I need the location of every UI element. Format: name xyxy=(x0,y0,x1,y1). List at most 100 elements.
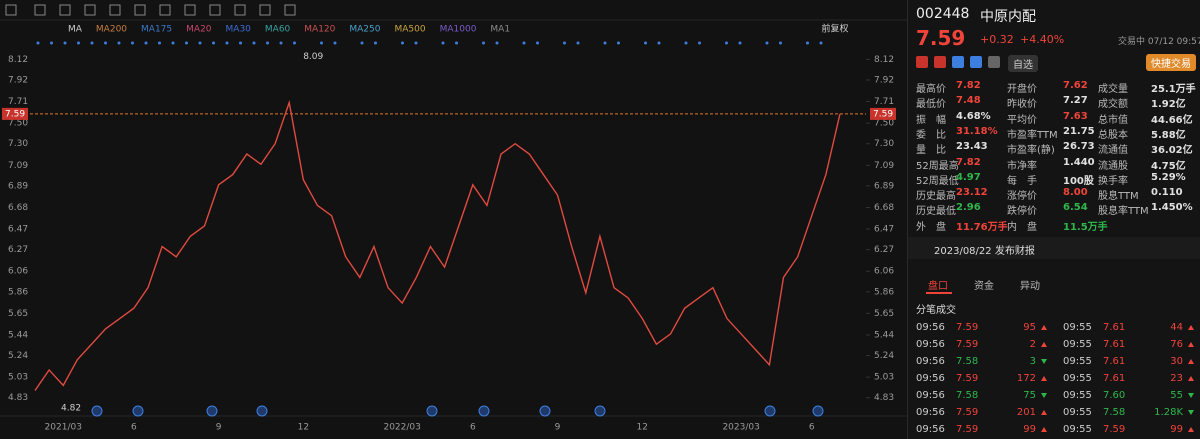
event-dot xyxy=(158,41,161,45)
quote-panel: 002448 中原内配 7.59 +0.32 +4.40% 交易中 07/12 09:57… xyxy=(907,0,1200,439)
stat-label: 每 手 xyxy=(1007,175,1037,187)
event-dot xyxy=(198,41,202,45)
y-tick-label: 7.92 xyxy=(874,75,894,85)
ma-legend-item[interactable]: MA1000 xyxy=(440,25,477,35)
ma-legend-item[interactable]: MA20 xyxy=(186,25,212,35)
stat-label: 振 幅 xyxy=(916,114,946,126)
event-icon xyxy=(91,405,103,417)
notice xyxy=(908,237,1200,259)
trade-arrow xyxy=(1188,393,1194,398)
trade-arrow xyxy=(1188,359,1194,364)
tag-icon xyxy=(988,56,1000,68)
trade-time: 09:56 xyxy=(916,407,945,418)
event-dot xyxy=(266,41,269,45)
event-dot xyxy=(684,41,688,45)
toolbar[interactable] xyxy=(5,4,296,16)
ma-legend-item[interactable]: MA500 xyxy=(394,25,425,35)
x-tick-label: 2023/03 xyxy=(722,423,759,433)
adjust-label[interactable]: 前复权 xyxy=(821,23,848,35)
event-dot xyxy=(252,41,256,45)
ma-legend-item[interactable]: MA120 xyxy=(304,25,335,35)
watch-button[interactable]: 自选 xyxy=(1008,55,1038,72)
x-tick-label: 2022/03 xyxy=(383,423,420,433)
y-tick-label: 4.83 xyxy=(874,393,894,403)
event-dot xyxy=(225,41,229,45)
stat-value: 1.92亿 xyxy=(1151,99,1186,111)
stat-label: 开盘价 xyxy=(1007,84,1037,95)
tag-icon xyxy=(970,56,982,68)
y-tick-label: 5.44 xyxy=(8,330,28,340)
stat-value: 5.88亿 xyxy=(1151,129,1186,141)
stat-label: 外 盘 xyxy=(916,221,946,233)
event-dot xyxy=(374,41,377,45)
trade-volume: 1.28K xyxy=(1154,407,1183,418)
quick-trade[interactable]: 快捷交易 xyxy=(1146,54,1196,71)
stat-value: 100股 xyxy=(1063,175,1094,187)
stat-label: 换手率 xyxy=(1098,175,1128,187)
stat-value: 11.76万手 xyxy=(956,221,1008,233)
change: +0.32 xyxy=(980,33,1014,46)
trade-time: 09:55 xyxy=(1063,339,1092,350)
ma-legend-item[interactable]: MA250 xyxy=(349,25,380,35)
ma-legend-item[interactable]: MA175 xyxy=(141,25,172,35)
stat-value: 4.97 xyxy=(956,171,981,183)
stat-label: 流通值 xyxy=(1098,145,1128,157)
tab[interactable]: 异动 xyxy=(1020,281,1040,292)
y-tick-label: 6.68 xyxy=(874,203,894,213)
event-dot xyxy=(279,41,283,45)
stat-label: 股息TTM xyxy=(1098,191,1139,203)
trade-arrow xyxy=(1041,325,1047,330)
trade-time: 09:55 xyxy=(1063,424,1092,435)
stat-label: 成交量 xyxy=(1098,84,1128,95)
event-icon xyxy=(539,405,551,417)
y-tick-label: 5.86 xyxy=(8,287,28,297)
price-tag-label: 7.59 xyxy=(5,109,25,119)
trade-time: 09:56 xyxy=(916,373,945,384)
event-icon xyxy=(426,405,438,417)
trade-price: 7.61 xyxy=(1103,322,1126,333)
event-dot xyxy=(104,41,107,45)
trade-time: 09:55 xyxy=(1063,407,1092,418)
price-line-series xyxy=(34,99,841,391)
ma-legend-item[interactable]: MA200 xyxy=(96,25,127,35)
event-dot xyxy=(576,41,580,45)
event-dot xyxy=(725,41,728,45)
trade-volume: 2 xyxy=(1029,339,1036,350)
stat-label: 52周最高 xyxy=(916,160,959,172)
tab-underline xyxy=(926,292,952,294)
event-dot xyxy=(536,41,539,45)
trade-arrow xyxy=(1041,359,1047,364)
stat-value: 7.82 xyxy=(956,80,981,91)
stat-value: 5.29% xyxy=(1151,171,1186,183)
ma-legend-item[interactable]: MA60 xyxy=(265,25,291,35)
trade-volume: 95 xyxy=(1023,322,1036,333)
price-tag xyxy=(870,107,896,120)
ma-legend-item[interactable]: MA30 xyxy=(226,25,252,35)
stat-label: 昨收价 xyxy=(1007,99,1037,111)
y-tick-label: 7.71 xyxy=(874,97,894,107)
y-tick-label: 6.47 xyxy=(8,225,28,235)
chart-bg xyxy=(0,0,907,439)
event-dot xyxy=(414,41,418,45)
tab[interactable]: 盘口 xyxy=(928,281,948,292)
trade-price: 7.58 xyxy=(1103,407,1126,418)
y-tick-label: 7.09 xyxy=(8,161,28,171)
y-tick-label: 6.27 xyxy=(874,245,894,255)
y-tick-label: 7.30 xyxy=(8,139,28,149)
stat-label: 历史最低 xyxy=(916,206,956,218)
trade-volume: 172 xyxy=(1016,373,1036,384)
event-dot xyxy=(738,41,742,45)
tag-icon xyxy=(916,56,928,68)
event-icon xyxy=(812,405,824,417)
ma-legend-item[interactable]: MA1 xyxy=(490,25,510,35)
trade-arrow xyxy=(1188,410,1194,415)
stat-value: 7.63 xyxy=(1063,110,1088,122)
tab[interactable]: 资金 xyxy=(974,281,994,292)
event-dot xyxy=(320,41,323,45)
ma-legend-item[interactable]: MA xyxy=(68,25,83,35)
trade-volume: 30 xyxy=(1170,356,1183,367)
y-tick-label: 6.47 xyxy=(874,225,894,235)
last-price: 7.59 xyxy=(916,26,966,50)
stat-value: 2.96 xyxy=(956,202,981,214)
trade-time: 09:55 xyxy=(1063,390,1092,401)
